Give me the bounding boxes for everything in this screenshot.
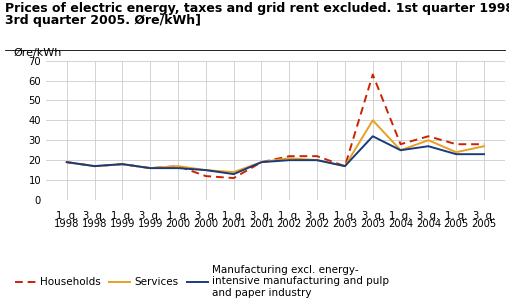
Manufacturing excl. energy-
intensive manufacturing and pulp
and paper industry: [397, 148, 403, 152]
Manufacturing excl. energy-
intensive manufacturing and pulp
and paper industry: [64, 160, 70, 164]
Services: [314, 158, 320, 162]
Legend: Households, Services, Manufacturing excl. energy-
intensive manufacturing and pu: Households, Services, Manufacturing excl…: [15, 265, 388, 298]
Manufacturing excl. energy-
intensive manufacturing and pulp
and paper industry: [314, 158, 320, 162]
Services: [425, 138, 431, 142]
Services: [480, 145, 486, 148]
Text: 2003: 2003: [359, 219, 385, 229]
Text: 3. q.: 3. q.: [472, 211, 494, 221]
Line: Manufacturing excl. energy-
intensive manufacturing and pulp
and paper industry: Manufacturing excl. energy- intensive ma…: [67, 136, 483, 174]
Services: [286, 156, 292, 160]
Text: 2005: 2005: [470, 219, 496, 229]
Text: 2000: 2000: [193, 219, 218, 229]
Manufacturing excl. energy-
intensive manufacturing and pulp
and paper industry: [286, 158, 292, 162]
Text: 2005: 2005: [443, 219, 468, 229]
Text: 3. q.: 3. q.: [305, 211, 328, 221]
Text: 1998: 1998: [54, 219, 79, 229]
Services: [230, 170, 236, 174]
Services: [258, 160, 264, 164]
Households: [425, 135, 431, 138]
Services: [397, 148, 403, 152]
Manufacturing excl. energy-
intensive manufacturing and pulp
and paper industry: [425, 145, 431, 148]
Households: [64, 160, 70, 164]
Services: [175, 164, 181, 168]
Text: 2001: 2001: [248, 219, 273, 229]
Text: Prices of electric energy, taxes and grid rent excluded. 1st quarter 1998–: Prices of electric energy, taxes and gri…: [5, 2, 509, 15]
Line: Services: Services: [67, 120, 483, 172]
Households: [258, 160, 264, 164]
Households: [230, 176, 236, 180]
Manufacturing excl. energy-
intensive manufacturing and pulp
and paper industry: [369, 135, 375, 138]
Text: 3rd quarter 2005. Øre/kWh]: 3rd quarter 2005. Øre/kWh]: [5, 14, 201, 27]
Text: 1998: 1998: [82, 219, 107, 229]
Households: [175, 164, 181, 168]
Manufacturing excl. energy-
intensive manufacturing and pulp
and paper industry: [147, 166, 153, 170]
Services: [91, 164, 97, 168]
Households: [480, 142, 486, 146]
Households: [203, 174, 209, 178]
Manufacturing excl. energy-
intensive manufacturing and pulp
and paper industry: [258, 160, 264, 164]
Text: 1. q.: 1. q.: [222, 211, 244, 221]
Text: 3. q.: 3. q.: [139, 211, 161, 221]
Manufacturing excl. energy-
intensive manufacturing and pulp
and paper industry: [341, 164, 347, 168]
Text: 2002: 2002: [276, 219, 301, 229]
Services: [453, 150, 459, 154]
Line: Households: Households: [67, 75, 483, 178]
Text: 2001: 2001: [220, 219, 246, 229]
Services: [203, 168, 209, 172]
Text: Øre/kWh: Øre/kWh: [14, 48, 62, 58]
Text: 2004: 2004: [387, 219, 412, 229]
Text: 1. q.: 1. q.: [55, 211, 78, 221]
Services: [64, 160, 70, 164]
Services: [369, 118, 375, 122]
Services: [341, 164, 347, 168]
Services: [147, 166, 153, 170]
Manufacturing excl. energy-
intensive manufacturing and pulp
and paper industry: [453, 152, 459, 156]
Text: 3. q.: 3. q.: [83, 211, 105, 221]
Text: 3. q.: 3. q.: [416, 211, 439, 221]
Services: [119, 162, 125, 166]
Text: 3. q.: 3. q.: [361, 211, 383, 221]
Text: 2003: 2003: [332, 219, 357, 229]
Households: [369, 73, 375, 76]
Households: [147, 166, 153, 170]
Manufacturing excl. energy-
intensive manufacturing and pulp
and paper industry: [230, 172, 236, 176]
Households: [341, 164, 347, 168]
Text: 1. q.: 1. q.: [166, 211, 189, 221]
Households: [453, 142, 459, 146]
Households: [119, 162, 125, 166]
Text: 1999: 1999: [137, 219, 163, 229]
Text: 3. q.: 3. q.: [194, 211, 216, 221]
Text: 1. q.: 1. q.: [444, 211, 466, 221]
Manufacturing excl. energy-
intensive manufacturing and pulp
and paper industry: [91, 164, 97, 168]
Manufacturing excl. energy-
intensive manufacturing and pulp
and paper industry: [480, 152, 486, 156]
Text: 1. q.: 1. q.: [277, 211, 300, 221]
Households: [286, 154, 292, 158]
Households: [314, 154, 320, 158]
Households: [397, 142, 403, 146]
Text: 2000: 2000: [165, 219, 190, 229]
Text: 1. q.: 1. q.: [389, 211, 411, 221]
Text: 3. q.: 3. q.: [250, 211, 272, 221]
Households: [91, 164, 97, 168]
Text: 2004: 2004: [415, 219, 440, 229]
Text: 2002: 2002: [304, 219, 329, 229]
Text: 1999: 1999: [109, 219, 135, 229]
Text: 1. q.: 1. q.: [333, 211, 355, 221]
Manufacturing excl. energy-
intensive manufacturing and pulp
and paper industry: [119, 162, 125, 166]
Manufacturing excl. energy-
intensive manufacturing and pulp
and paper industry: [175, 166, 181, 170]
Manufacturing excl. energy-
intensive manufacturing and pulp
and paper industry: [203, 168, 209, 172]
Text: 1. q.: 1. q.: [111, 211, 133, 221]
